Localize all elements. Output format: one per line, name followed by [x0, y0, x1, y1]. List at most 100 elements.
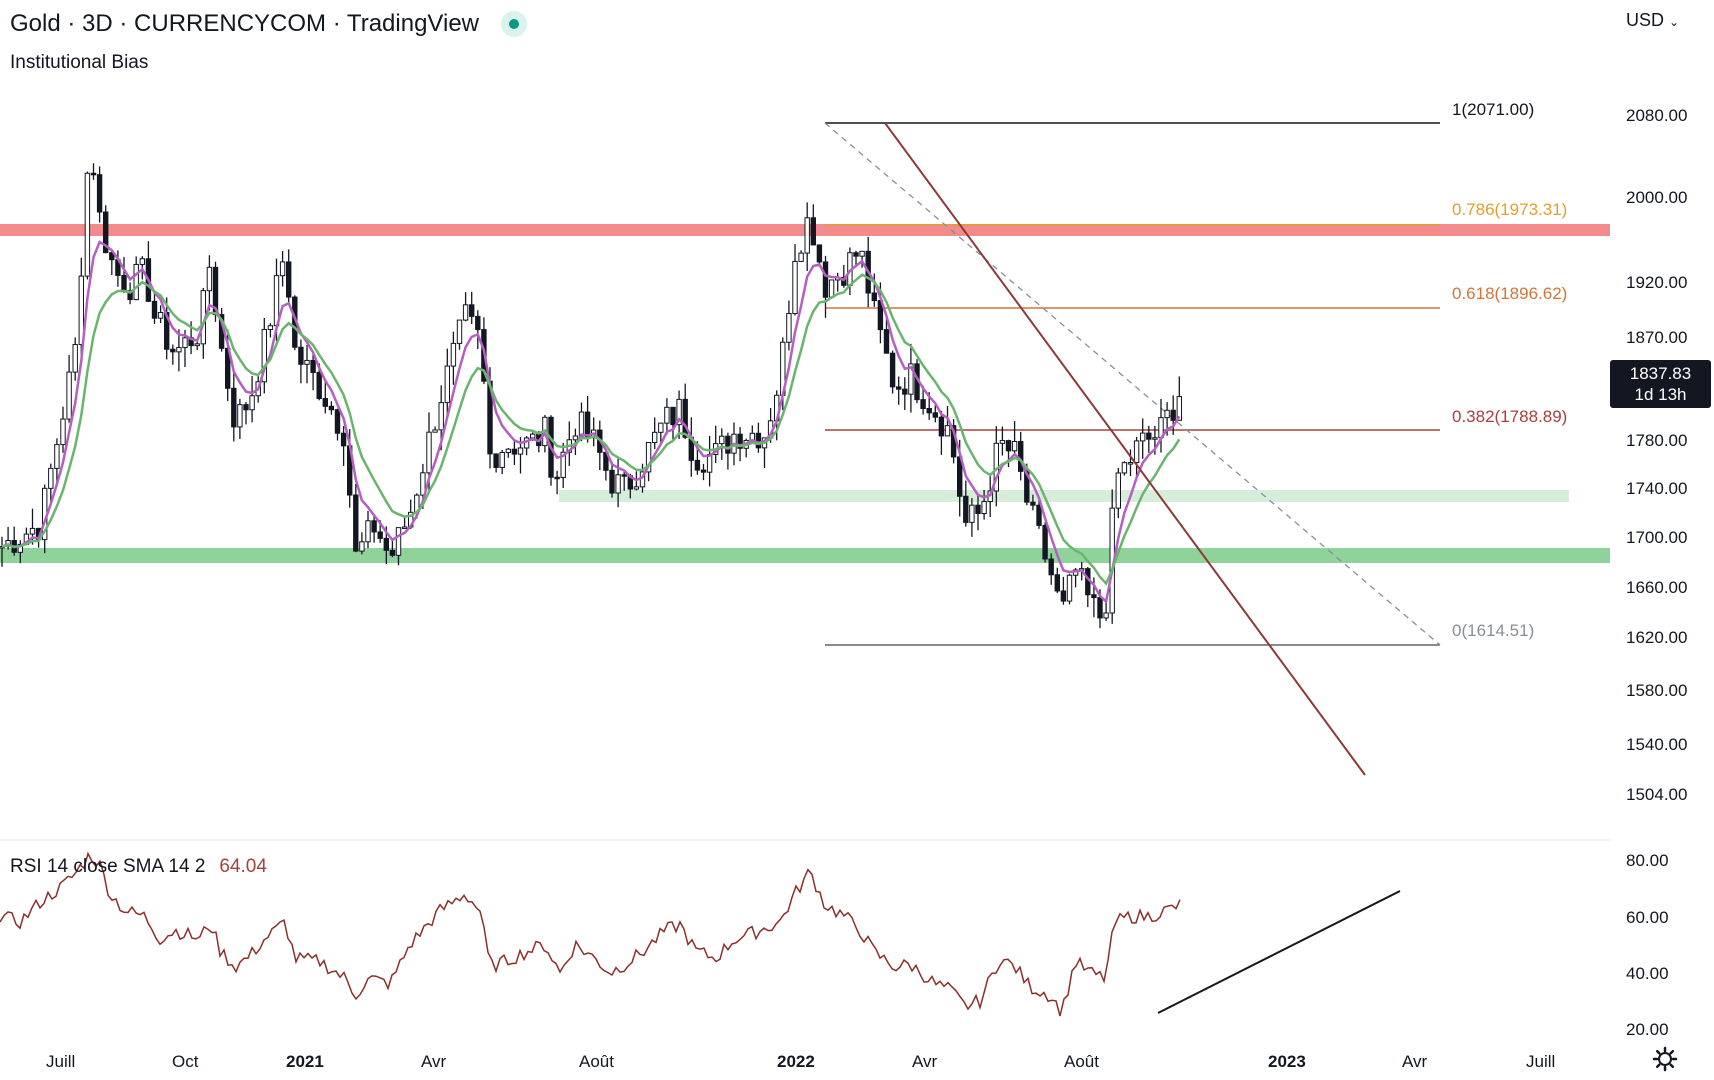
support-zone[interactable] — [0, 548, 1610, 563]
candle-body — [1121, 462, 1128, 474]
candle-body — [1054, 574, 1060, 592]
last-price: 1837.83 — [1629, 364, 1692, 383]
time-label: Juill — [1526, 1052, 1555, 1071]
market-open-icon — [501, 11, 527, 37]
support-zone-light[interactable] — [559, 490, 1569, 502]
candle-body — [29, 527, 36, 535]
candle-body — [310, 359, 316, 373]
candle-body — [127, 290, 133, 301]
rsi-value: 64.04 — [219, 856, 267, 877]
candle-body — [261, 328, 268, 383]
candle-body — [652, 431, 658, 443]
candle-body — [859, 250, 865, 257]
candle-body — [243, 404, 249, 411]
price-label: 1540.00 — [1626, 735, 1687, 754]
time-axis[interactable]: Juill Oct 2021 Avr Août 2022 Avr Août 20… — [46, 1052, 1555, 1071]
candle-body — [786, 313, 792, 343]
candle-body — [121, 274, 127, 292]
candle-body — [182, 337, 188, 349]
candle-body — [359, 541, 365, 552]
candle-body — [676, 398, 682, 426]
candle-body — [316, 371, 322, 400]
candle-body — [853, 252, 859, 257]
rsi-line — [0, 851, 1181, 1017]
time-label: Avr — [1402, 1052, 1428, 1071]
rsi-name: RSI 14 close SMA 14 2 — [10, 856, 206, 877]
candle-body — [1164, 409, 1170, 419]
candle-body — [511, 448, 518, 455]
rsi-legend[interactable]: RSI 14 close SMA 14 2 64.04 — [10, 856, 267, 878]
candle-body — [78, 275, 84, 346]
fib-diagonal[interactable] — [824, 122, 1441, 646]
fib-label-0618: 0.618(1896.62) — [1452, 284, 1567, 303]
chart-title[interactable]: Gold · 3D · CURRENCYCOM · TradingView — [10, 10, 479, 37]
rsi-trendline[interactable] — [1157, 890, 1401, 1014]
candle-body — [340, 432, 347, 447]
downtrend-line[interactable] — [884, 122, 1366, 776]
candle-body — [1011, 441, 1018, 452]
gear-icon[interactable] — [1652, 1046, 1678, 1072]
price-label: 2000.00 — [1626, 188, 1687, 207]
candle-body — [804, 217, 810, 254]
candle-body — [298, 346, 304, 365]
price-label: 1620.00 — [1626, 628, 1687, 647]
candle-body — [139, 258, 146, 265]
rsi-scale-label: 40.00 — [1626, 964, 1669, 983]
time-label: Août — [1064, 1052, 1099, 1071]
candle-body — [493, 453, 499, 468]
candle-body — [670, 406, 676, 426]
rsi-scale[interactable]: 80.00 60.00 40.00 20.00 — [1626, 851, 1669, 1039]
candle-body — [279, 261, 286, 277]
ma-slow-line — [1, 273, 1181, 586]
candle-body — [371, 520, 377, 533]
candle-body — [981, 501, 987, 514]
price-label: 1580.00 — [1626, 681, 1687, 700]
candle-body — [438, 402, 444, 431]
time-label: Oct — [172, 1052, 199, 1071]
candle-body — [133, 263, 139, 301]
candle-body — [60, 418, 66, 446]
candle-body — [664, 406, 670, 424]
candle-body — [90, 172, 97, 176]
candle-body — [499, 452, 505, 468]
candle-body — [157, 312, 164, 319]
rsi-scale-label: 80.00 — [1626, 851, 1669, 870]
candle-body — [1170, 409, 1176, 421]
candle-body — [932, 412, 938, 418]
price-label: 2080.00 — [1626, 106, 1687, 125]
currency-selector[interactable]: USD ⌄ — [1626, 10, 1679, 31]
candle-body — [249, 395, 255, 411]
candle-body — [871, 292, 877, 302]
candle-body — [755, 432, 762, 449]
candle-body — [883, 329, 890, 354]
rsi-scale-label: 20.00 — [1626, 1020, 1669, 1039]
price-scale[interactable]: 2080.00 2000.00 1920.00 1870.00 1780.00 … — [1626, 106, 1687, 804]
candle-body — [1152, 437, 1158, 440]
fib-label-1: 1(2071.00) — [1452, 100, 1534, 119]
candle-body — [841, 276, 847, 286]
candle-body — [96, 174, 103, 213]
candle-body — [1018, 441, 1024, 472]
candle-body — [584, 411, 591, 438]
candle-body — [286, 261, 292, 298]
candle-body — [475, 315, 481, 331]
candle-body — [231, 387, 237, 428]
candle-body — [700, 469, 707, 473]
time-label: Avr — [912, 1052, 938, 1071]
candle-body — [462, 304, 469, 321]
candle-body — [304, 359, 310, 365]
price-label: 1660.00 — [1626, 578, 1687, 597]
candle-body — [633, 486, 640, 490]
price-label: 1870.00 — [1626, 328, 1687, 347]
candle-body — [383, 537, 390, 551]
candle-body — [920, 399, 926, 409]
indicator-name[interactable]: Institutional Bias — [10, 52, 149, 73]
price-label: 1504.00 — [1626, 785, 1687, 804]
candle-body — [469, 304, 475, 317]
candle-body — [420, 472, 426, 496]
fib-label-0382: 0.382(1788.89) — [1452, 407, 1567, 426]
candle-body — [72, 344, 78, 373]
candle-body — [694, 459, 701, 471]
candle-body — [1127, 462, 1134, 465]
